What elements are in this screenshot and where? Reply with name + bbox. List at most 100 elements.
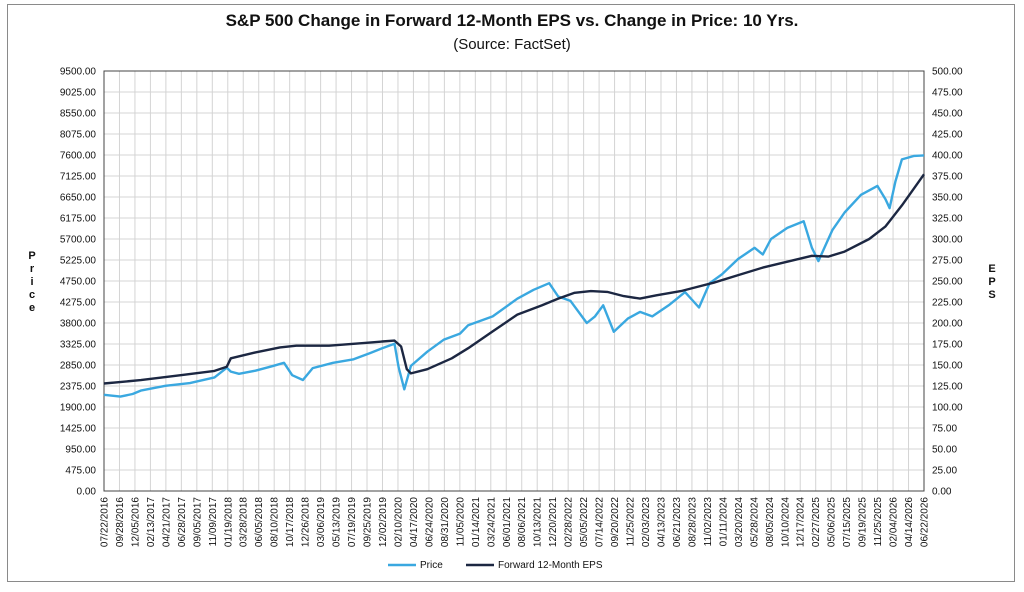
right-tick-label: 200.00 (932, 319, 963, 330)
x-tick-label: 03/06/2019 (316, 497, 327, 547)
x-tick-label: 02/13/2017 (146, 497, 157, 547)
x-tick-label: 11/05/2020 (455, 497, 466, 547)
x-tick-label: 03/24/2021 (486, 497, 497, 547)
x-tick-label: 06/21/2023 (672, 497, 683, 547)
x-tick-label: 05/28/2024 (749, 497, 760, 547)
right-tick-label: 450.00 (932, 109, 963, 120)
x-tick-label: 12/17/2024 (796, 497, 807, 547)
legend-entry: Price (420, 560, 443, 571)
left-tick-label: 9500.00 (60, 67, 97, 78)
left-axis-label: Price (28, 250, 35, 314)
series-line-0 (103, 154, 925, 398)
left-tick-label: 475.00 (65, 466, 96, 477)
right-tick-label: 400.00 (932, 151, 963, 162)
x-tick-label: 07/14/2022 (595, 497, 606, 547)
x-tick-label: 07/15/2025 (842, 497, 853, 547)
left-tick-label: 2850.00 (60, 361, 97, 372)
left-axis-label-char: i (30, 276, 33, 288)
right-tick-label: 225.00 (932, 298, 963, 309)
x-tick-label: 10/10/2024 (780, 497, 791, 547)
legend-entry: Forward 12-Month EPS (498, 560, 603, 571)
x-tick-label: 11/02/2023 (703, 497, 714, 547)
x-tick-label: 03/28/2018 (239, 497, 250, 547)
series-line-1 (103, 173, 925, 385)
left-tick-label: 0.00 (77, 487, 97, 498)
x-tick-label: 12/05/2016 (130, 497, 141, 547)
x-tick-label: 12/20/2021 (548, 497, 559, 547)
x-tick-label: 11/09/2017 (208, 497, 219, 547)
right-axis-label-char: P (988, 276, 995, 288)
left-tick-label: 3325.00 (60, 340, 97, 351)
right-tick-label: 175.00 (932, 340, 963, 351)
x-tick-label: 06/05/2018 (254, 497, 265, 547)
right-axis-label-char: E (988, 263, 995, 275)
x-tick-label: 07/19/2019 (347, 497, 358, 547)
x-tick-label: 03/20/2024 (734, 497, 745, 547)
x-tick-label: 01/11/2024 (718, 497, 729, 547)
left-tick-label: 5700.00 (60, 235, 97, 246)
x-tick-label: 01/14/2021 (471, 497, 482, 547)
x-tick-label: 01/19/2018 (223, 497, 234, 547)
right-tick-label: 250.00 (932, 277, 963, 288)
x-tick-label: 09/19/2025 (858, 497, 869, 547)
left-axis-label-char: P (28, 250, 35, 262)
right-tick-label: 325.00 (932, 214, 963, 225)
chart-title: S&P 500 Change in Forward 12-Month EPS v… (225, 11, 799, 30)
left-tick-label: 8075.00 (60, 130, 97, 141)
x-tick-label: 12/26/2018 (301, 497, 312, 547)
x-tick-label: 09/20/2022 (610, 497, 621, 547)
grid-lines (103, 70, 925, 492)
left-tick-label: 7600.00 (60, 151, 97, 162)
right-tick-label: 375.00 (932, 172, 963, 183)
x-tick-label: 06/22/2026 (920, 497, 931, 547)
left-tick-label: 9025.00 (60, 88, 97, 99)
right-axis-label-char: S (988, 289, 995, 301)
x-tick-label: 04/14/2026 (904, 497, 915, 547)
x-tick-label: 12/02/2019 (378, 497, 389, 547)
x-tick-label: 05/05/2022 (579, 497, 590, 547)
x-tick-label: 04/21/2017 (161, 497, 172, 547)
x-tick-label: 11/25/2022 (626, 497, 637, 547)
left-tick-label: 2375.00 (60, 382, 97, 393)
left-tick-label: 950.00 (65, 445, 96, 456)
x-tick-label: 04/13/2023 (656, 497, 667, 547)
right-tick-label: 350.00 (932, 193, 963, 204)
x-tick-label: 05/13/2019 (332, 497, 343, 547)
chart-subtitle: (Source: FactSet) (453, 36, 571, 53)
left-tick-label: 1425.00 (60, 424, 97, 435)
left-tick-label: 6650.00 (60, 193, 97, 204)
left-tick-label: 4750.00 (60, 277, 97, 288)
left-tick-label: 7125.00 (60, 172, 97, 183)
x-tick-label: 08/28/2023 (687, 497, 698, 547)
left-tick-label: 4275.00 (60, 298, 97, 309)
right-tick-label: 500.00 (932, 67, 963, 78)
legend: Price Forward 12-Month EPS (388, 560, 603, 571)
x-tick-label: 08/10/2018 (270, 497, 281, 547)
x-tick-label: 04/17/2020 (409, 497, 420, 547)
right-tick-label: 475.00 (932, 88, 963, 99)
x-tick-label: 10/13/2021 (533, 497, 544, 547)
right-axis-ticks: 500.00 475.00 450.00 425.00 400.00 375.00 350.… (932, 67, 963, 498)
x-tick-label: 06/28/2017 (177, 497, 188, 547)
x-tick-label: 08/05/2024 (765, 497, 776, 547)
x-tick-label: 09/28/2016 (115, 497, 126, 547)
x-tick-label: 06/24/2020 (424, 497, 435, 547)
x-tick-label: 02/27/2025 (811, 497, 822, 547)
left-tick-label: 3800.00 (60, 319, 97, 330)
right-tick-label: 150.00 (932, 361, 963, 372)
x-tick-label: 07/22/2016 (100, 497, 111, 547)
x-tick-label: 09/25/2019 (363, 497, 374, 547)
right-tick-label: 25.00 (932, 466, 957, 477)
x-tick-label: 10/17/2018 (285, 497, 296, 547)
x-tick-label: 09/05/2017 (192, 497, 203, 547)
series-layer (103, 154, 925, 398)
right-tick-label: 125.00 (932, 382, 963, 393)
left-tick-label: 8550.00 (60, 109, 97, 120)
right-tick-label: 100.00 (932, 403, 963, 414)
x-tick-label: 08/31/2020 (440, 497, 451, 547)
x-tick-label: 06/01/2021 (502, 497, 513, 547)
x-tick-label: 11/25/2025 (873, 497, 884, 547)
x-tick-label: 02/28/2022 (564, 497, 575, 547)
right-tick-label: 300.00 (932, 235, 963, 246)
